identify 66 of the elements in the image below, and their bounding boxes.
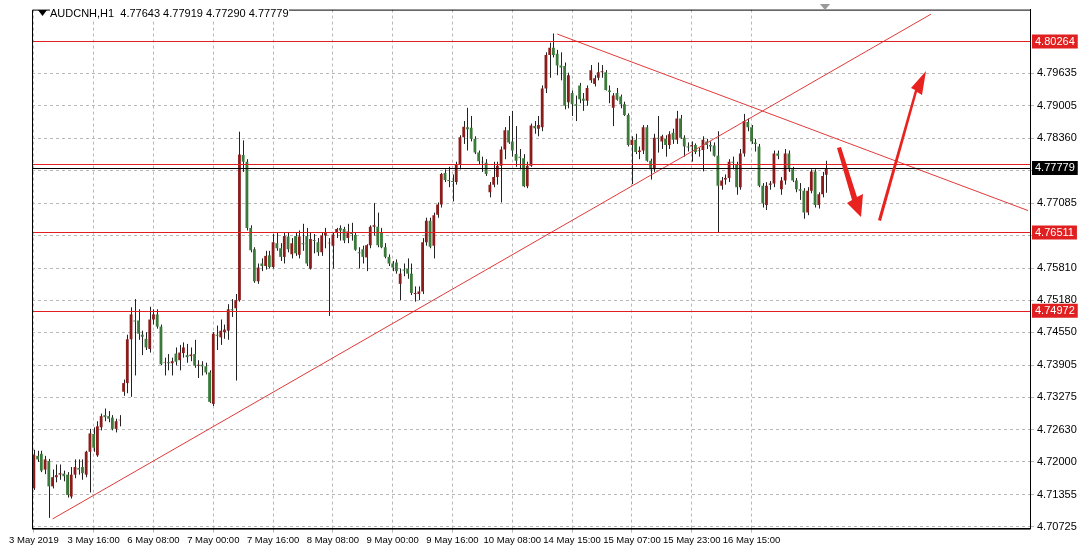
y-tick-label: 4.72000 [1037,454,1077,467]
candlestick [92,426,96,453]
candlestick [84,450,88,478]
ref-line-label: 4.80264 [1035,34,1075,47]
candlestick [196,359,200,379]
candlestick [413,285,417,303]
ref-line-label: 4.74972 [1035,304,1075,317]
y-tick-label: 4.74550 [1037,325,1077,338]
candlestick [824,160,828,194]
y-tick-label: 4.79005 [1037,98,1077,111]
y-tick-label: 4.77085 [1037,196,1077,209]
candlestick [81,458,84,481]
ref-line-label: 4.77779 [1035,161,1075,174]
y-tick-label: 4.73905 [1037,358,1077,371]
x-tick-label: 15 May 23:00 [662,533,721,545]
candlestick [469,115,473,142]
candlestick [133,298,137,376]
y-tick-label: 4.71355 [1037,487,1077,500]
y-tick-label: 4.72630 [1037,422,1077,435]
x-tick-label: 3 May 16:00 [67,533,120,545]
y-tick-label: 4.79635 [1037,66,1077,79]
x-tick-label: 7 May 00:00 [187,533,240,545]
candlestick [723,173,727,186]
x-tick-label: 16 May 15:00 [722,533,781,545]
x-tick-label: 6 May 08:00 [127,533,180,545]
candlestick [193,339,196,369]
candlestick [555,49,559,76]
candlestick [495,161,499,186]
candlestick [372,202,376,237]
candlestick [398,268,402,301]
x-tick-label: 9 May 00:00 [366,533,419,545]
candlestick [297,229,301,259]
x-tick-label: 9 May 16:00 [426,533,479,545]
candlestick [611,92,615,127]
candlestick [290,237,294,259]
x-tick-label: 8 May 08:00 [306,533,360,545]
candlestick [735,161,738,196]
y-tick-label: 4.75810 [1037,261,1077,274]
x-tick-label: 3 May 2019 [9,533,59,545]
candlestick [77,458,81,476]
candlestick [570,90,574,117]
y-tick-label: 4.73275 [1037,390,1077,403]
y-tick-label: 4.70725 [1037,519,1077,532]
y-tick-label: 4.75180 [1037,293,1077,306]
chart-title: AUDCNH,H1 4.77643 4.77919 4.77290 4.77779 [50,7,289,19]
candlestick [241,139,245,173]
candlestick [802,187,806,220]
candlestick [641,124,645,155]
candlestick [256,263,260,285]
x-tick-label: 14 May 15:00 [543,533,601,545]
candlestick [765,181,768,211]
ref-line-label: 4.76511 [1035,225,1074,238]
candlestick [466,107,469,152]
candlestick [69,466,73,500]
candlestick [525,161,529,189]
candlestick [604,69,608,91]
candlestick [51,469,54,489]
candlestick [167,353,170,371]
x-tick-label: 7 May 16:00 [246,533,300,545]
y-tick-label: 4.78360 [1037,131,1077,144]
x-tick-label: 10 May 08:00 [483,533,542,545]
x-tick-label: 15 May 07:00 [603,533,661,545]
candlestick [294,232,297,257]
candlestick [510,110,514,158]
candlestick [750,124,753,145]
candlestick [312,233,316,254]
